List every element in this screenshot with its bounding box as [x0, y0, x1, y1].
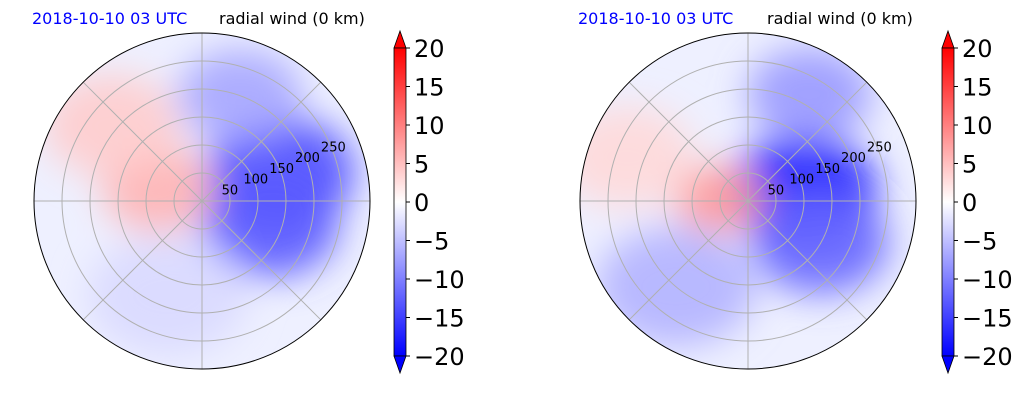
- grid-spoke-left-5: [82, 200, 203, 321]
- colorbar-tick-label-left-4: 0: [414, 189, 429, 217]
- radial-tick-label-left-0: 50: [222, 183, 239, 198]
- field-blob-left-5: [87, 235, 248, 356]
- colorbar-tick-label-right-4: 0: [962, 189, 977, 217]
- colorbar-tick-label-left-1: 15: [414, 74, 445, 102]
- colorbar-tick-label-right-3: 5: [962, 151, 977, 179]
- radial-tick-label-right-1: 100: [789, 173, 814, 188]
- grid-spoke-left-1: [201, 81, 322, 202]
- grid-spoke-right-1: [747, 81, 868, 202]
- colorbar-tick-label-right-6: −10: [962, 266, 1013, 294]
- radial-tick-label-left-4: 250: [321, 140, 346, 155]
- colorbar-tick-label-right-1: 15: [962, 74, 993, 102]
- field-blob-right-2: [747, 47, 872, 141]
- polar-grid-right: [580, 33, 916, 369]
- polar-frame-left: [33, 32, 371, 370]
- colorbar-left: 20 15 10 5 0 −5 −10 −15 −20: [393, 29, 465, 375]
- colorbar-tick-label-right-7: −15: [962, 305, 1013, 333]
- colorbar-left-max-extend: [393, 29, 407, 49]
- colorbar-tick-label-right-5: −5: [962, 228, 997, 256]
- colorbar-right: 20 15 10 5 0 −5 −10 −15 −20: [941, 29, 1013, 375]
- colorbar-tick-label-left-5: −5: [414, 228, 449, 256]
- colorbar-tick-label-left-8: −20: [414, 343, 465, 371]
- colorbar-right-max-extend: [941, 29, 955, 49]
- field-blob-left-1: [202, 174, 339, 277]
- polar-frame-right: [579, 32, 917, 370]
- polar-grid-left: [34, 33, 370, 369]
- title-right-panel-date: 2018-10-10 03 UTC: [578, 9, 733, 28]
- field-blob-left-4: [43, 74, 180, 177]
- grid-spoke-left-7: [201, 200, 322, 321]
- colorbar-tick-label-left-2: 10: [414, 112, 445, 140]
- grid-spoke-left-3: [82, 81, 203, 202]
- radial-tick-label-left-1: 100: [243, 173, 268, 188]
- colorbar-tick-label-right-0: 20: [962, 35, 993, 63]
- polar-plot-right: 2018-10-10 03 UTC radial wind (0 km) 50 1…: [578, 9, 917, 370]
- colorbar-tick-label-right-2: 10: [962, 112, 993, 140]
- colorbar-tick-label-left-0: 20: [414, 35, 445, 63]
- colorbar-tick-label-left-7: −15: [414, 305, 465, 333]
- title-right-panel-variable: radial wind (0 km): [767, 9, 913, 28]
- colorbar-left-body: [393, 47, 407, 357]
- title-left-date: 2018-10-10 03 UTC: [32, 9, 187, 28]
- colorbar-tick-label-left-6: −10: [414, 266, 465, 294]
- grid-spoke-right-7: [747, 200, 868, 321]
- radial-tick-label-right-4: 250: [867, 140, 892, 155]
- field-blob-right-4: [580, 105, 695, 208]
- grid-spoke-right-3: [628, 81, 749, 202]
- colorbar-left-min-extend: [393, 355, 407, 375]
- radial-tick-label-right-3: 200: [841, 151, 866, 166]
- colorbar-left-ticks: 20 15 10 5 0 −5 −10 −15 −20: [406, 35, 465, 371]
- radial-tick-label-left-2: 150: [269, 162, 294, 177]
- colorbar-right-body: [941, 47, 955, 357]
- grid-spoke-right-5: [628, 200, 749, 321]
- polar-plot-left: 2018-10-10 03 UTC radial wind (0 km) 50 1…: [32, 9, 371, 370]
- colorbar-tick-label-right-8: −20: [962, 343, 1013, 371]
- colorbar-right-min-extend: [941, 355, 955, 375]
- colorbar-tick-label-left-3: 5: [414, 151, 429, 179]
- title-right-variable: radial wind (0 km): [219, 9, 365, 28]
- colorbar-right-ticks: 20 15 10 5 0 −5 −10 −15 −20: [954, 35, 1013, 371]
- radial-tick-label-right-2: 150: [815, 162, 840, 177]
- radial-tick-label-right-0: 50: [768, 183, 785, 198]
- radial-tick-label-left-3: 200: [295, 151, 320, 166]
